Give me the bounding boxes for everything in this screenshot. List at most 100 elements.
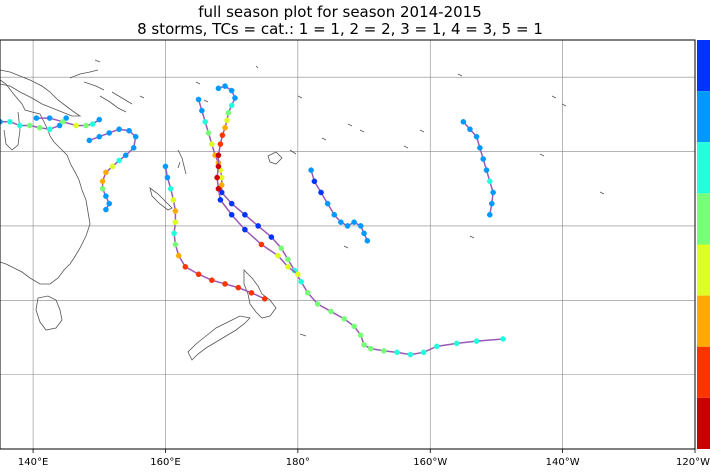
solomon-islands [99, 91, 133, 113]
storm-track-s8 [460, 119, 496, 218]
tasmania-coast [35, 295, 63, 331]
track-point [487, 178, 493, 185]
storm-track-s3 [86, 126, 139, 213]
storm-track-s2 [33, 115, 103, 129]
track-point [36, 124, 43, 131]
track-point [214, 174, 220, 181]
track-point [222, 281, 228, 287]
track-point [278, 245, 285, 252]
track-point [460, 119, 467, 125]
gridlines [0, 40, 695, 449]
track-point [308, 167, 314, 173]
map-frame [0, 39, 696, 450]
colorbar-segment [697, 40, 710, 92]
track-point [182, 264, 189, 270]
x-tick-label: 160°W [413, 457, 447, 468]
track-point [209, 277, 215, 283]
colorbar-segment [697, 397, 710, 449]
fiji-islands [267, 149, 297, 165]
colorbar [697, 40, 710, 449]
track-point [311, 178, 318, 185]
track-point [222, 83, 228, 89]
track-point [172, 241, 179, 248]
track-point [99, 185, 106, 192]
colorbar-segment [697, 346, 710, 398]
storm-track-s4 [195, 96, 506, 358]
track-point [480, 156, 486, 162]
track-point [46, 126, 53, 133]
x-tick-label: 140°E [18, 457, 48, 468]
track-point [7, 119, 13, 125]
x-tick-label: 120°W [676, 457, 710, 468]
track-point [99, 178, 106, 185]
track-point [232, 95, 238, 101]
track-point [171, 230, 177, 237]
track-point [172, 219, 179, 225]
track-point [407, 351, 414, 358]
map-subtitle: 8 storms, TCs = cat.: 1 = 1, 2 = 2, 3 = … [137, 20, 543, 38]
track-point [490, 189, 496, 196]
colorbar-segment [697, 91, 710, 143]
track-point [285, 264, 291, 270]
colorbar-segment [697, 295, 710, 347]
track-point [217, 197, 224, 203]
track-point [96, 116, 103, 123]
track-point [225, 110, 232, 116]
track-point [487, 211, 493, 218]
track-point [33, 115, 40, 121]
track-point [298, 278, 304, 285]
track-point [103, 193, 109, 199]
track-point [473, 338, 480, 344]
track-point [357, 223, 364, 229]
track-point [195, 96, 202, 103]
track-point [318, 189, 324, 196]
track-point [228, 87, 235, 94]
track-point [199, 107, 205, 114]
track-point [89, 121, 96, 127]
track-point [202, 119, 208, 125]
track-point [132, 133, 139, 140]
track-point [338, 219, 344, 225]
track-point [17, 122, 23, 129]
track-point [235, 284, 242, 291]
chatham-islands [299, 333, 307, 337]
map-title: full season plot for season 2014-2015 [198, 3, 482, 21]
new-zealand-north [243, 269, 277, 319]
x-tick-label: 160°E [150, 457, 180, 468]
track-point [195, 271, 202, 278]
track-point [56, 122, 63, 129]
track-point [261, 295, 268, 302]
track-point [83, 122, 89, 129]
track-point [164, 174, 171, 181]
track-point [167, 185, 174, 192]
track-point [255, 223, 261, 229]
track-point [122, 152, 129, 159]
track-point [86, 137, 93, 144]
gulf-coast [3, 111, 21, 151]
track-point [434, 343, 440, 350]
track-point [381, 348, 387, 354]
track-point [175, 252, 182, 259]
track-point [488, 200, 495, 207]
track-point [205, 130, 212, 136]
track-point [344, 223, 351, 229]
track-point [351, 323, 357, 330]
track-point [215, 85, 222, 92]
x-tick-label: 140°W [546, 457, 580, 468]
colorbar-segment [697, 244, 710, 296]
track-point [106, 200, 113, 207]
track-point [473, 133, 480, 140]
track-point [477, 145, 483, 151]
track-point [103, 206, 109, 213]
track-point [248, 290, 255, 296]
track-point [242, 226, 248, 233]
track-point [116, 157, 122, 164]
vanuatu-islands [177, 149, 187, 175]
track-point [219, 132, 226, 138]
track-point [242, 211, 248, 218]
colorbar-segment [697, 193, 710, 245]
track-point [351, 219, 357, 225]
storm-track-s1 [0, 115, 69, 133]
track-point [500, 336, 506, 342]
